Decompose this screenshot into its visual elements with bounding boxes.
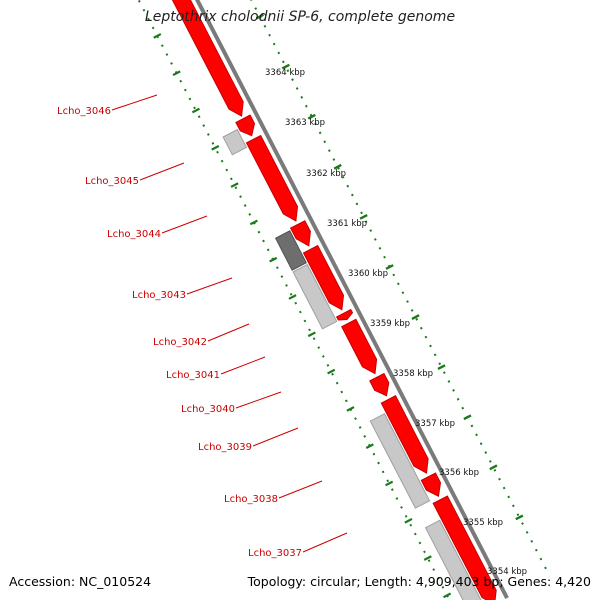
gene-label: Lcho_3041 [166,370,220,381]
gene-label: Lcho_3037 [248,548,302,559]
genome-stats: Topology: circular; Length: 4,909,403 bp… [247,574,591,589]
ruler-dotted-right [250,0,551,577]
gene-label: Lcho_3038 [224,494,278,505]
cds-arrow [289,220,311,247]
cds-arrow [302,244,345,311]
gene-label-leader [186,277,233,295]
ruler-tick [411,314,420,320]
ruler-tick [463,414,472,421]
gene-label: Lcho_3044 [107,229,161,240]
cds-arrow [245,134,299,222]
gene-block [292,263,338,330]
ruler-tick [404,517,413,524]
ruler-tick [307,113,316,120]
ruler-tick [191,107,200,114]
ruler-label: 3356 kbp [439,468,479,478]
ruler-tick [359,213,368,220]
gene-label: Lcho_3046 [57,106,111,117]
ruler-dotted-left [137,0,451,600]
ruler-tick [385,264,394,270]
ruler-label: 3357 kbp [415,419,455,429]
ruler-tick [249,219,258,226]
ruler-tick [307,331,316,338]
cds-arrow [432,495,497,600]
ruler-tick [437,364,446,371]
gene-label-leader [207,323,250,342]
ruler-tick [346,406,355,412]
ruler-tick [211,144,220,151]
gene-label-leader [252,427,299,447]
gene-block [222,128,248,156]
gene-block [274,230,307,271]
cds-arrow [369,372,390,397]
cds-arrow [341,318,378,375]
ruler-tick [153,33,162,39]
ruler-label: 3360 kbp [348,269,388,279]
ruler-label: 3362 kbp [306,169,346,179]
ruler-label: 3363 kbp [285,118,325,128]
gene-block [424,519,482,600]
gene-block [369,413,431,509]
gene-label-leader [302,532,348,553]
gene-label-leader [111,94,158,111]
gene-label-leader [220,356,266,375]
accession-label: Accession: NC_010524 [9,574,152,589]
ruler-label: 3361 kbp [327,219,367,229]
gene-label: Lcho_3045 [85,176,139,187]
cds-arrow [171,0,244,117]
ruler-label: 3364 kbp [265,68,305,78]
ruler-tick [423,555,432,561]
cds-arrow [380,395,429,474]
gene-label: Lcho_3039 [198,442,252,453]
ruler-tick [327,368,336,375]
genome-title: Leptothrix cholodnii SP-6, complete geno… [144,9,456,25]
ruler-label: 3359 kbp [370,319,410,329]
ruler-tick [288,294,297,300]
genome-backbone [194,0,509,599]
gene-label-leader [278,480,323,499]
ruler-label: 3358 kbp [393,369,433,379]
cds-arrow [235,114,256,137]
ruler-tick [515,514,524,521]
gene-label: Lcho_3042 [153,337,207,348]
ruler-tick [269,256,278,263]
ruler-tick [489,464,498,471]
gene-label-leader [161,215,208,234]
ruler-tick [230,182,239,188]
ruler-tick [333,163,342,170]
cds-arrow [420,472,442,497]
ruler-tick [385,480,394,487]
ruler-tick [443,592,452,599]
ruler-tick [281,63,290,70]
gene-label: Lcho_3043 [132,290,186,301]
ruler-tick [172,70,181,77]
ruler-tick [255,13,264,20]
gene-label-leader [139,162,185,181]
cds-arrow [335,308,354,321]
ruler-tick [365,443,374,449]
gene-label-leader [235,391,282,409]
ruler-label: 3354 kbp [487,567,527,577]
ruler-label: 3355 kbp [463,518,503,528]
gene-label: Lcho_3040 [181,404,235,415]
